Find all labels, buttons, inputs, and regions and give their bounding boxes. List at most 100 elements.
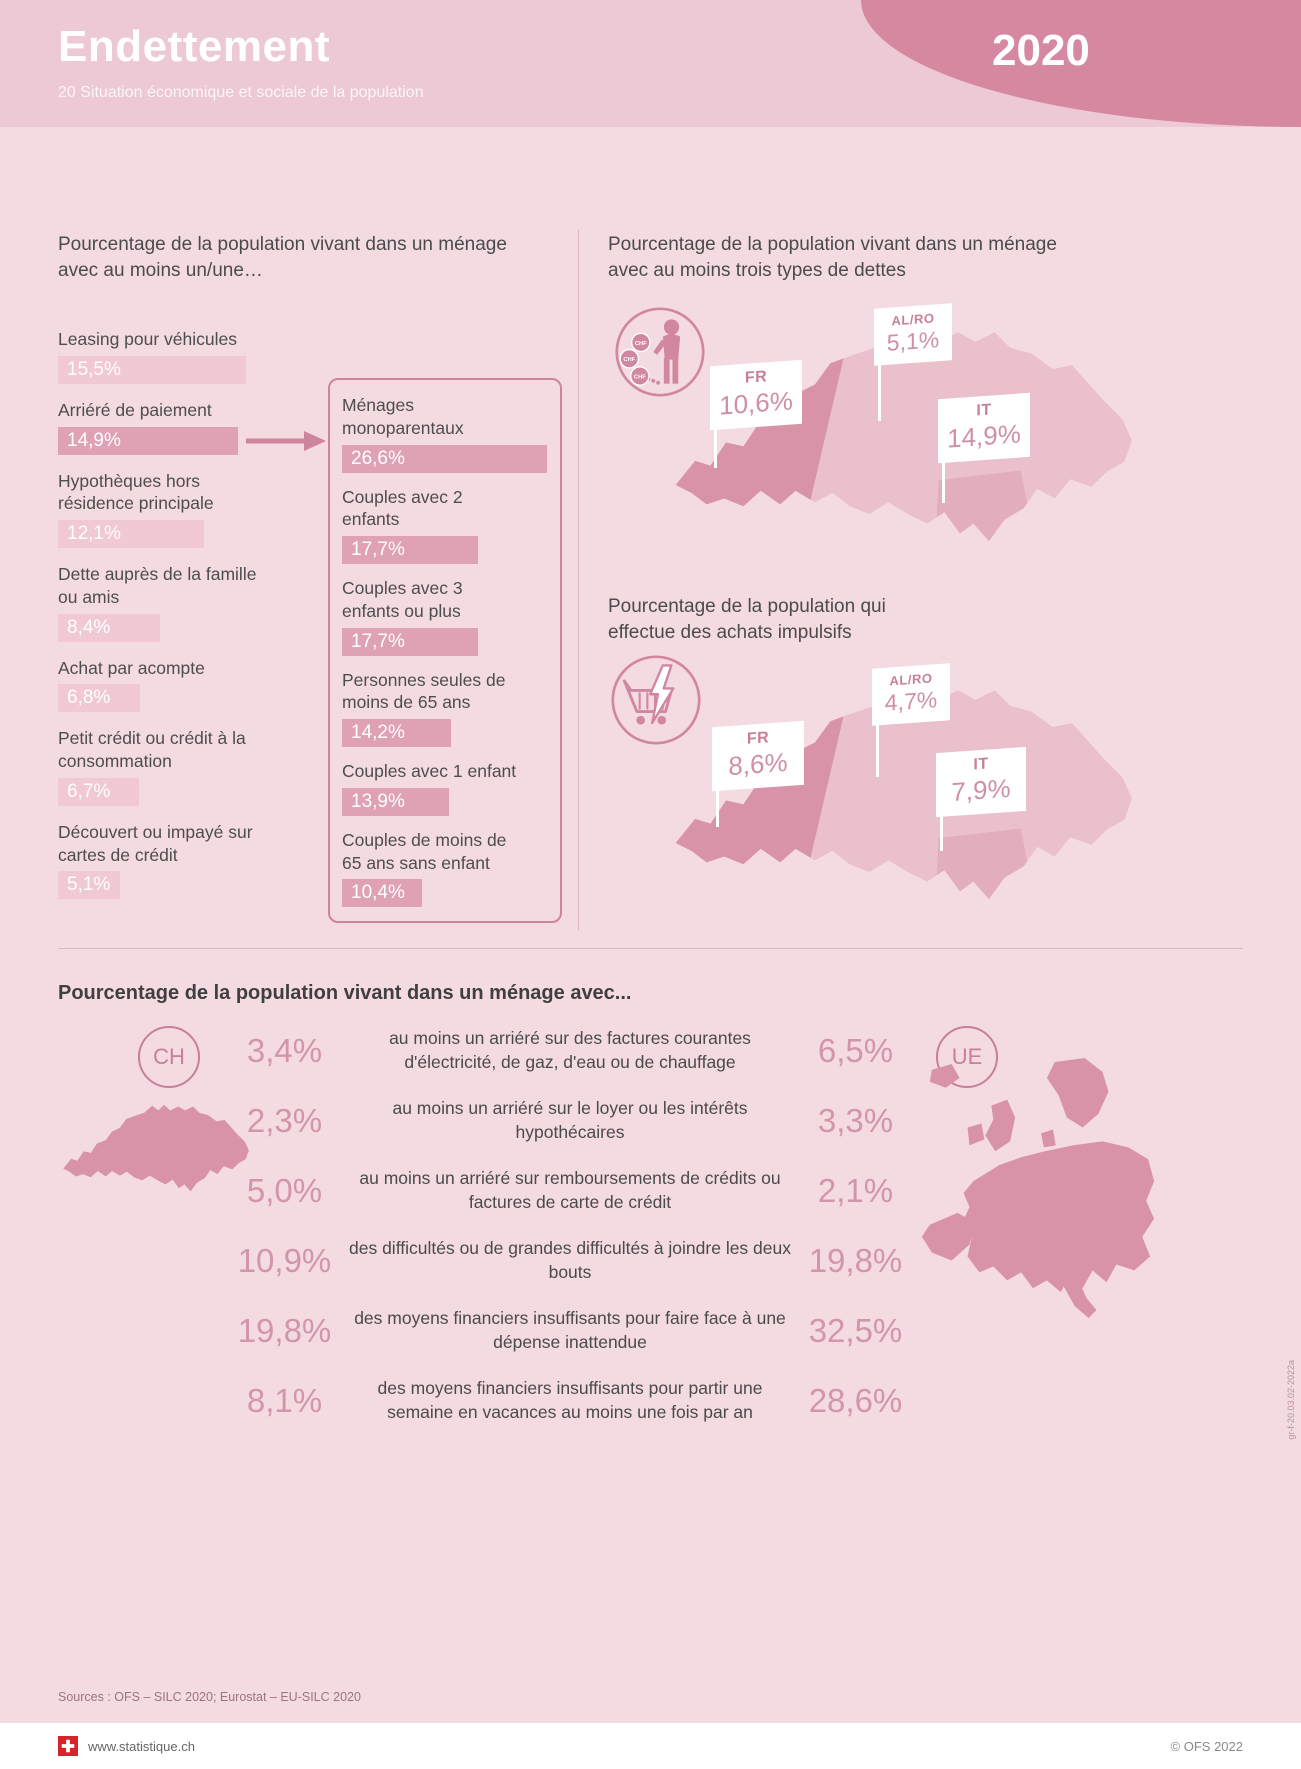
debt-type-item: Arriéré de paiement 14,9% (58, 399, 313, 455)
svg-text:CHF: CHF (623, 357, 635, 363)
ue-label: UE (951, 1044, 983, 1069)
website-link[interactable]: www.statistique.ch (88, 1738, 195, 1754)
debt-types-heading: Pourcentage de la population vivant dans… (58, 234, 507, 281)
debt-type-label: Achat par acompte (58, 657, 205, 678)
comparison-row: 10,9% des difficultés ou de grandes diff… (232, 1232, 908, 1289)
flag-alro-impulsive: AL/RO 4,7% (872, 663, 950, 726)
household-type-item: Couples avec 1 enfant 13,9% (342, 760, 548, 816)
debt-type-label: Petit crédit ou crédit à la consommation (58, 728, 246, 771)
flag-it-impulsive: IT 7,9% (936, 746, 1026, 818)
debt-type-item: Petit crédit ou crédit à la consommation… (58, 727, 313, 806)
flag-it-debts: IT 14,9% (938, 392, 1030, 464)
household-type-label: Personnes seules de moins de 65 ans (342, 669, 506, 713)
debt-type-value: 14,9% (67, 429, 121, 451)
ch-value: 8,1% (246, 1381, 323, 1419)
ue-value: 28,6% (808, 1381, 903, 1419)
ue-circle-badge: UE (936, 1026, 998, 1088)
year-badge: 2020 (992, 26, 1090, 75)
page-subtitle: 20 Situation économique et sociale de la… (58, 84, 424, 101)
flag-region-value: 4,7% (884, 686, 938, 716)
debt-type-bar: 6,7% (58, 777, 140, 806)
ch-value: 10,9% (237, 1241, 332, 1279)
household-type-label: Couples avec 3 enfants ou plus (342, 578, 463, 621)
switzerland-map-ch (63, 1104, 249, 1192)
footer-bar: www.statistique.ch © OFS 2022 (0, 1723, 1301, 1769)
household-type-bar: 10,4% (342, 879, 423, 908)
household-type-value: 17,7% (351, 539, 405, 560)
lightning-bolt-icon (649, 664, 675, 725)
household-type-label: Ménages monoparentaux (342, 395, 464, 438)
flag-fr-debts: FR 10,6% (710, 359, 802, 431)
debt-type-label: Arriéré de paiement (58, 399, 212, 420)
reference-code: gr-f-20.03.02-2022a (1286, 1360, 1296, 1440)
ue-value: 19,8% (808, 1241, 903, 1279)
copyright: © OFS 2022 (1170, 1738, 1243, 1754)
three-debts-heading: Pourcentage de la population vivant dans… (608, 234, 1057, 281)
household-type-bar: 13,9% (342, 787, 449, 816)
household-type-value: 13,9% (351, 790, 405, 812)
debt-type-value: 5,1% (67, 874, 111, 896)
ch-circle-badge: CH (138, 1026, 200, 1088)
row-description: au moins un arriéré sur le loyer ou les … (392, 1098, 748, 1142)
debt-type-bar: 15,5% (58, 355, 246, 384)
debt-chain-icon: CHF CHF CHF (615, 307, 705, 397)
ch-value: 5,0% (246, 1171, 323, 1209)
debt-type-value: 6,7% (67, 780, 111, 802)
household-type-label: Couples de moins de 65 ans sans enfant (342, 829, 507, 873)
europe-shape (921, 1057, 1155, 1319)
debt-type-bar-highlighted: 14,9% (58, 426, 239, 455)
household-type-value: 14,2% (351, 722, 405, 743)
ch-value: 2,3% (246, 1101, 323, 1139)
chf-coin: CHF (630, 366, 650, 386)
debt-type-value: 6,8% (67, 687, 111, 709)
household-type-item: Ménages monoparentaux 26,6% (342, 394, 548, 473)
household-type-label: Couples avec 1 enfant (342, 761, 517, 781)
ue-value: 3,3% (817, 1101, 894, 1139)
household-type-item: Couples avec 3 enfants ou plus 17,7% (342, 577, 548, 656)
sources-note: Sources : OFS – SILC 2020; Eurostat – EU… (58, 1690, 361, 1704)
debt-type-value: 12,1% (67, 523, 121, 544)
switzerland-shape (63, 1104, 249, 1192)
comparison-row: 8,1% des moyens financiers insuffisants … (232, 1372, 908, 1429)
comparison-row: 5,0% au moins un arriéré sur rembourseme… (232, 1162, 908, 1219)
household-type-item: Couples de moins de 65 ans sans enfant 1… (342, 829, 548, 908)
flag-region-value: 10,6% (719, 385, 793, 421)
footer-left: www.statistique.ch (58, 1736, 195, 1756)
horizontal-divider (58, 948, 1243, 949)
flag-region-value: 7,9% (951, 772, 1011, 808)
page-title: Endettement (58, 22, 330, 71)
debt-types-chart: Leasing pour véhicules 15,5% Arriéré de … (58, 328, 313, 914)
impulsive-shopping-icon (611, 655, 701, 745)
ch-label: CH (153, 1044, 185, 1069)
row-description: des moyens financiers insuffisants pour … (354, 1308, 786, 1352)
svg-text:CHF: CHF (634, 374, 646, 380)
row-description: au moins un arriéré sur remboursements d… (359, 1168, 781, 1212)
household-type-item: Couples avec 2 enfants 17,7% (342, 486, 548, 564)
flag-region-value: 14,9% (947, 418, 1021, 454)
household-type-item: Personnes seules de moins de 65 ans 14,2… (342, 669, 548, 747)
ue-value: 32,5% (808, 1311, 903, 1349)
debt-type-item: Hypothèques hors résidence principale 12… (58, 470, 313, 548)
row-description: des moyens financiers insuffisants pour … (377, 1378, 763, 1422)
debt-type-bar: 5,1% (58, 871, 120, 900)
debt-type-item: Dette auprès de la famille ou amis 8,4% (58, 563, 313, 642)
household-type-label: Couples avec 2 enfants (342, 486, 463, 530)
debt-type-bar: 8,4% (58, 613, 160, 642)
debt-type-label: Leasing pour véhicules (58, 329, 238, 349)
svg-text:CHF: CHF (635, 341, 647, 347)
flag-fr-impulsive: FR 8,6% (712, 720, 804, 792)
debt-type-label: Découvert ou impayé sur cartes de crédit (58, 821, 253, 865)
flag-region-value: 5,1% (886, 326, 940, 356)
household-type-bar: 14,2% (342, 719, 452, 747)
chf-coin: CHF (619, 348, 640, 369)
comparison-row: 19,8% des moyens financiers insuffisants… (232, 1302, 908, 1359)
vertical-divider (578, 230, 579, 930)
household-type-value: 26,6% (351, 447, 405, 469)
debt-type-item: Achat par acompte 6,8% (58, 657, 313, 713)
ch-value: 19,8% (237, 1311, 332, 1349)
debt-type-item: Découvert ou impayé sur cartes de crédit… (58, 821, 313, 900)
debt-type-label: Hypothèques hors résidence principale (58, 470, 214, 514)
comparison-heading: Pourcentage de la population vivant dans… (58, 982, 632, 1004)
debt-type-value: 15,5% (67, 358, 121, 380)
